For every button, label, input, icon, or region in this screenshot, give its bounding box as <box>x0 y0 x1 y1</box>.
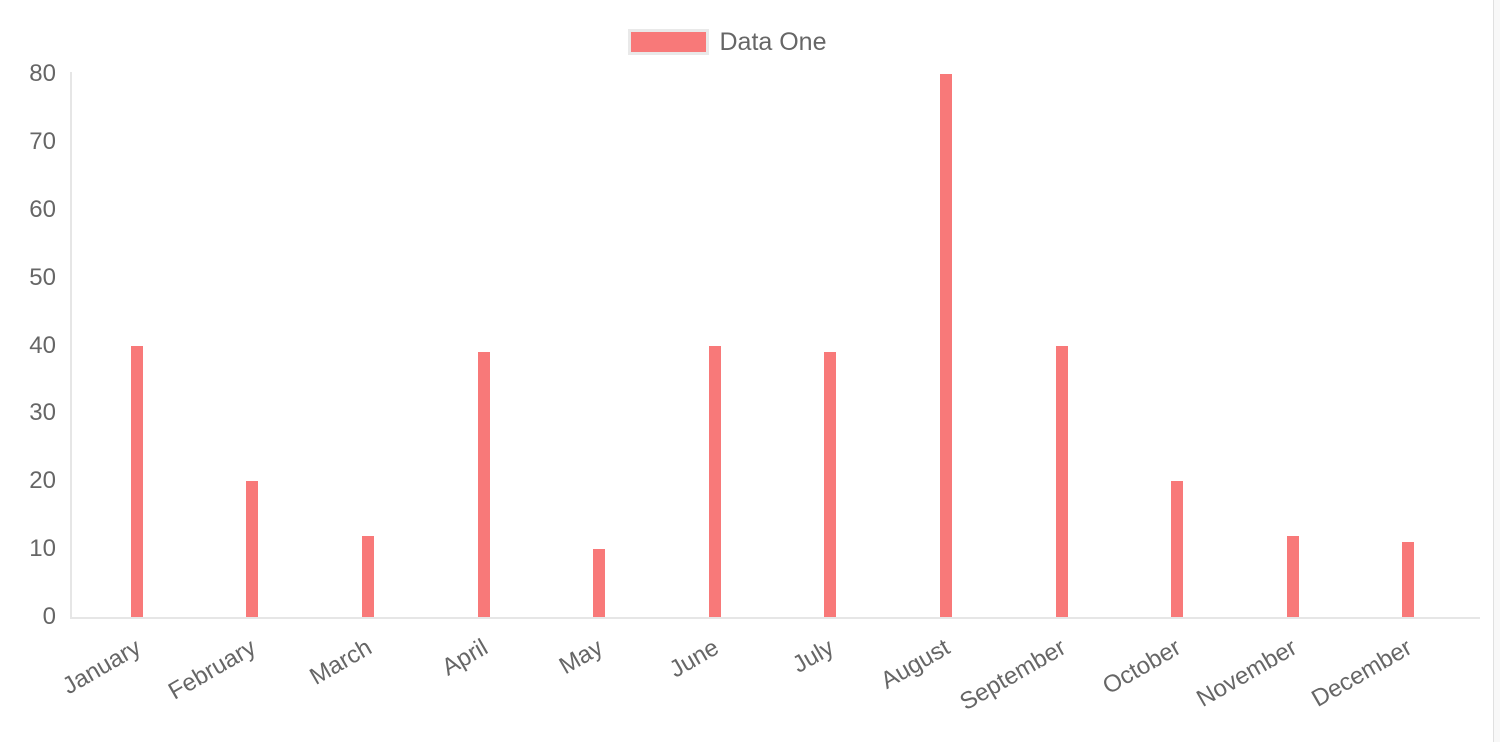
y-tick-label-0: 0 <box>42 603 56 630</box>
y-tick-label-20: 20 <box>29 467 56 495</box>
bar-november <box>1286 535 1299 617</box>
y-tick-label-40: 40 <box>29 331 56 359</box>
bar-january <box>130 345 143 617</box>
bar-may <box>593 549 606 617</box>
legend-color-swatch <box>628 29 710 55</box>
bar-october <box>1171 481 1184 617</box>
vertical-scrollbar-track[interactable] <box>1493 0 1500 742</box>
x-axis-line <box>70 617 1480 619</box>
legend-label: Data One <box>719 28 827 56</box>
legend: Data One <box>0 26 1474 58</box>
bar-december <box>1402 542 1415 617</box>
y-tick-label-30: 30 <box>29 399 56 427</box>
bar-september <box>1055 345 1068 617</box>
bar-april <box>477 352 490 617</box>
bar-august <box>940 74 952 617</box>
legend-item-data-one[interactable]: Data One <box>628 26 827 58</box>
bar-march <box>362 535 374 617</box>
bar-february <box>246 481 259 617</box>
bar-june <box>708 345 721 617</box>
y-axis-line <box>70 72 72 619</box>
y-tick-label-10: 10 <box>29 535 56 563</box>
y-tick-label-70: 70 <box>29 127 56 155</box>
y-tick-label-50: 50 <box>29 263 56 291</box>
bar-july <box>824 352 837 617</box>
y-tick-label-60: 60 <box>29 195 56 223</box>
y-tick-label-80: 80 <box>29 60 56 87</box>
